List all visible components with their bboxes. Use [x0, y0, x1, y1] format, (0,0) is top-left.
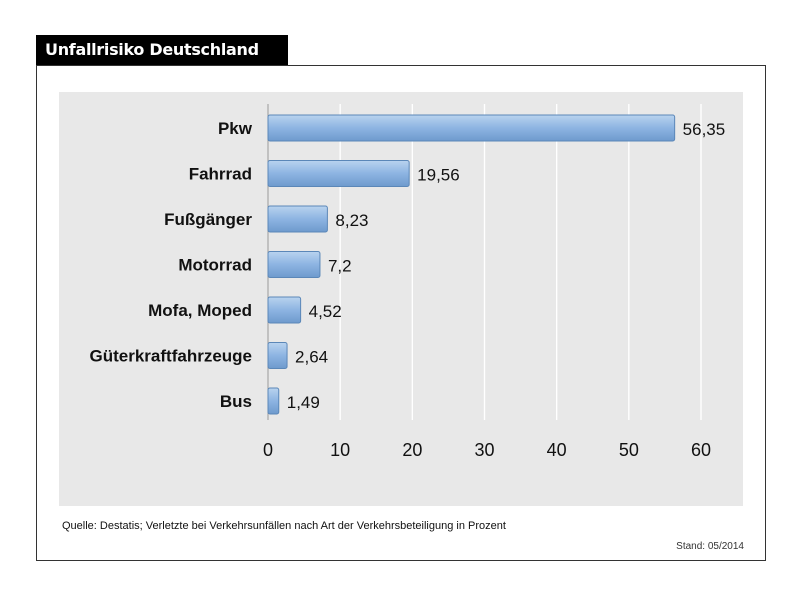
category-label: Pkw: [218, 119, 253, 138]
bar: [267, 114, 676, 142]
x-tick-label: 0: [263, 440, 273, 460]
stand-date: Stand: 05/2014: [676, 541, 744, 552]
bar: [267, 387, 280, 415]
data-label: 4,52: [309, 302, 342, 321]
x-tick-label: 60: [691, 440, 711, 460]
x-tick-label: 50: [619, 440, 639, 460]
category-label: Bus: [220, 392, 252, 411]
x-tick-label: 30: [474, 440, 494, 460]
bar: [267, 296, 302, 324]
data-label: 19,56: [417, 166, 460, 185]
x-tick-label: 40: [547, 440, 567, 460]
bar: [267, 160, 410, 187]
bar: [267, 205, 328, 233]
bar: [267, 251, 321, 278]
category-label: Güterkraftfahrzeuge: [90, 347, 252, 366]
bar: [267, 342, 288, 369]
source-note: Quelle: Destatis; Verletzte bei Verkehrs…: [62, 520, 506, 532]
data-label: 2,64: [295, 348, 328, 367]
data-label: 7,2: [328, 257, 352, 276]
category-label: Mofa, Moped: [148, 301, 252, 320]
category-label: Fahrrad: [189, 165, 252, 184]
x-tick-label: 20: [402, 440, 422, 460]
x-tick-label: 10: [330, 440, 350, 460]
data-label: 56,35: [683, 120, 726, 139]
data-label: 1,49: [287, 393, 320, 412]
category-label: Motorrad: [178, 256, 252, 275]
data-label: 8,23: [335, 211, 368, 230]
category-label: Fußgänger: [164, 210, 252, 229]
